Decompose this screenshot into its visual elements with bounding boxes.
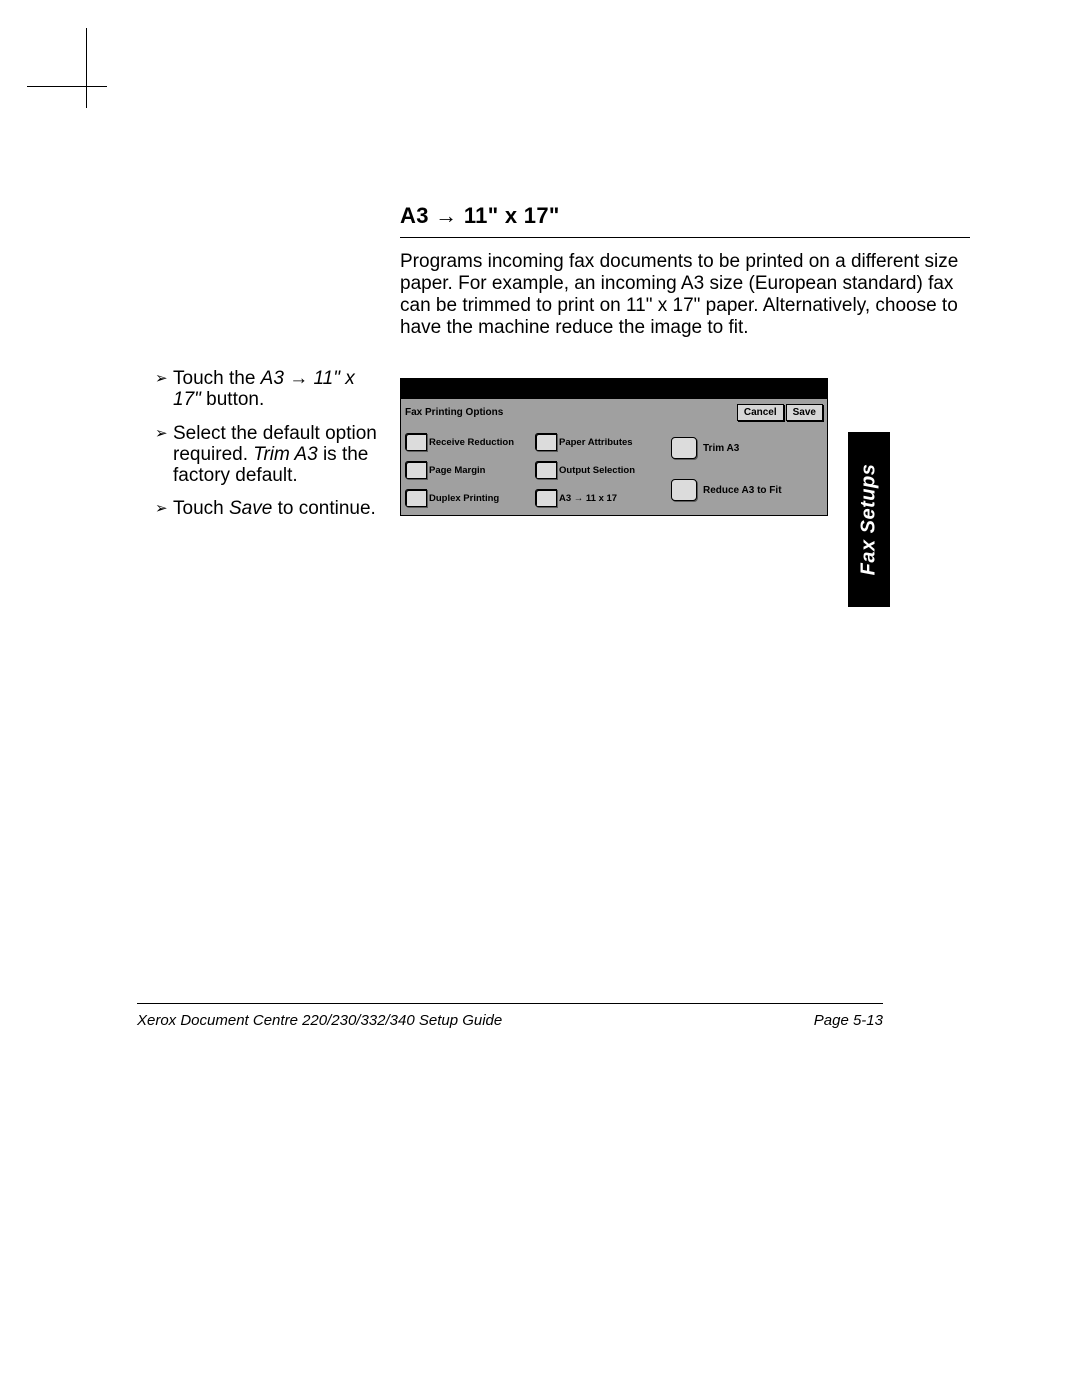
duplex-printing-button[interactable]: Duplex Printing	[405, 487, 533, 509]
button-label: Duplex Printing	[429, 493, 499, 504]
bullet-icon: ➢	[155, 368, 173, 411]
button-label: Output Selection	[559, 465, 635, 476]
save-button[interactable]: Save	[786, 404, 823, 421]
step-3: ➢ Touch Save to continue.	[155, 498, 380, 520]
heading-rule	[400, 237, 970, 238]
screenshot-body: Receive Reduction Page Margin Duplex Pri…	[401, 425, 827, 515]
crop-mark-vertical	[86, 28, 87, 108]
button-chip-icon	[405, 433, 427, 451]
instruction-steps: ➢ Touch the A3 → 11" x 17" button. ➢ Sel…	[155, 368, 380, 532]
footer-doc-title: Xerox Document Centre 220/230/332/340 Se…	[137, 1012, 502, 1029]
bullet-icon: ➢	[155, 498, 173, 520]
step-2-text-italic: Trim A3	[253, 444, 317, 465]
step-3-text-a: Touch	[173, 498, 229, 519]
button-label: Paper Attributes	[559, 437, 633, 448]
intro-paragraph: Programs incoming fax documents to be pr…	[400, 251, 970, 338]
chapter-thumb-tab: Fax Setups	[848, 432, 890, 607]
button-chip-icon	[405, 461, 427, 479]
step-3-text-b: to continue.	[272, 498, 376, 519]
step-1: ➢ Touch the A3 → 11" x 17" button.	[155, 368, 380, 411]
footer-rule	[137, 1003, 883, 1004]
button-chip-icon	[405, 489, 427, 507]
button-label: Receive Reduction	[429, 437, 514, 448]
thumb-tab-label: Fax Setups	[858, 464, 881, 576]
screenshot-header: Fax Printing Options Cancel Save	[401, 399, 827, 425]
bullet-icon: ➢	[155, 423, 173, 487]
section-heading: A3 → 11" x 17"	[400, 203, 970, 229]
option-label: Trim A3	[703, 443, 739, 454]
page-margin-button[interactable]: Page Margin	[405, 459, 533, 481]
button-label: Page Margin	[429, 465, 486, 476]
option-label: Reduce A3 to Fit	[703, 485, 782, 496]
step-3-text-italic: Save	[229, 498, 272, 519]
crop-mark-horizontal	[27, 86, 107, 87]
button-label: A3 → 11 x 17	[559, 493, 617, 504]
trim-a3-option[interactable]: Trim A3	[671, 437, 819, 459]
option-chip-icon	[671, 479, 697, 501]
button-chip-icon	[535, 489, 557, 507]
step-1-text-a: Touch the	[173, 368, 261, 389]
panel-title: Fax Printing Options	[405, 407, 735, 418]
step-2: ➢ Select the default option required. Tr…	[155, 423, 380, 487]
receive-reduction-button[interactable]: Receive Reduction	[405, 431, 533, 453]
screenshot-topbar	[401, 379, 827, 399]
button-chip-icon	[535, 433, 557, 451]
button-chip-icon	[535, 461, 557, 479]
paper-attributes-button[interactable]: Paper Attributes	[535, 431, 663, 453]
cancel-button[interactable]: Cancel	[737, 404, 784, 421]
a3-11x17-button[interactable]: A3 → 11 x 17	[535, 487, 663, 509]
footer-page-number: Page 5-13	[814, 1012, 883, 1029]
reduce-a3-option[interactable]: Reduce A3 to Fit	[671, 479, 819, 501]
option-chip-icon	[671, 437, 697, 459]
output-selection-button[interactable]: Output Selection	[535, 459, 663, 481]
device-screenshot: Fax Printing Options Cancel Save Receive…	[400, 378, 828, 516]
step-1-text-b: button.	[201, 389, 264, 410]
